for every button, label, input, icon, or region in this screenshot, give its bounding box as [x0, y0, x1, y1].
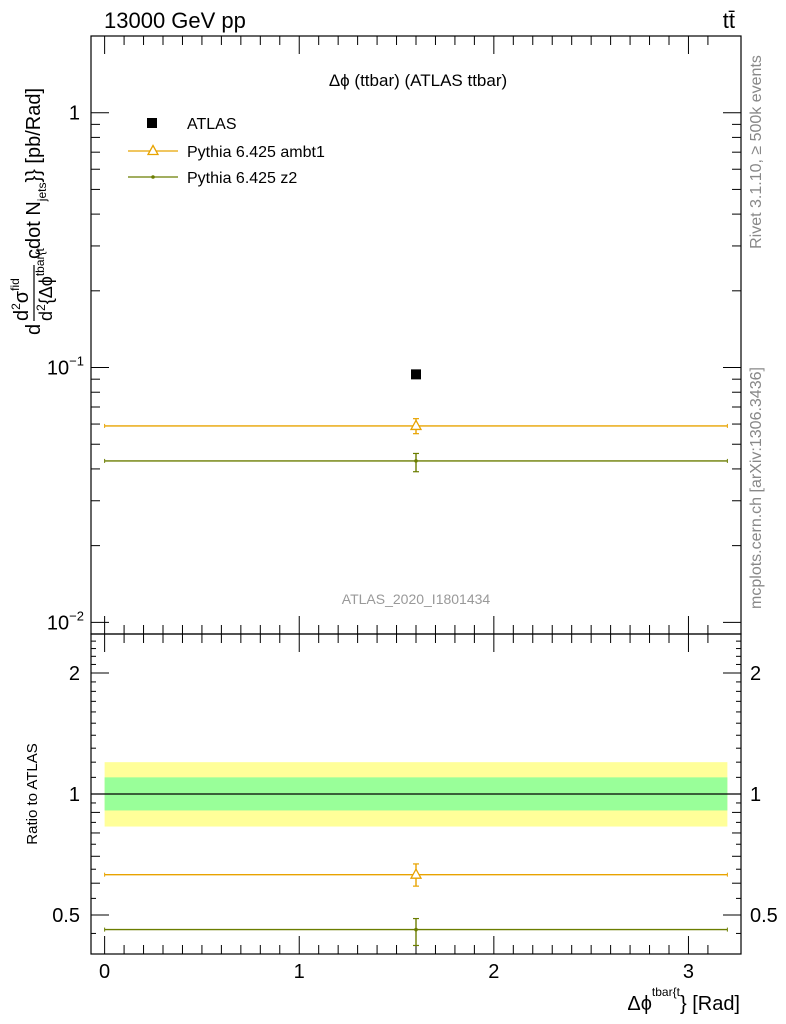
- ratio-y-tick-label-right: 0.5: [750, 905, 778, 927]
- legend-marker-z2: [151, 175, 155, 179]
- main-axis-ticks: 1 10−1 10−2: [47, 35, 741, 635]
- rivet-version-label: Rivet 3.1.10, ≥ 500k events: [748, 55, 765, 249]
- main-panel: 1 10−1 10−2 Δϕ (ttbar) (ATLAS ttbar) ATLAS…: [8, 35, 742, 635]
- xlabel-sup: tbar{t: [652, 985, 681, 999]
- ylabel-num-d: d: [11, 310, 33, 321]
- legend-label-z2: Pythia 6.425 z2: [187, 170, 297, 187]
- ratio-axis-ticks: 2 2 1 1 0.5 0.5 0 1 2 3: [52, 634, 778, 983]
- main-point-pythia-6-425-z2: [414, 459, 418, 463]
- main-y-tick-label: 10−1: [47, 354, 84, 380]
- ylabel-sigma-sup: fid: [8, 278, 22, 291]
- main-y-tick-label: 1: [69, 103, 80, 125]
- svg-text:cdot Njets}} [pb/Rad]: cdot Njets}} [pb/Rad]: [23, 88, 49, 259]
- ylabel-d: d: [23, 324, 45, 335]
- ratio-y-tick-label: 1: [69, 784, 80, 806]
- ratio-y-tick-label: 0.5: [52, 905, 80, 927]
- x-tick-label: 2: [488, 961, 499, 983]
- main-y-tick-label: 10−2: [47, 608, 84, 634]
- xlabel-main: Δϕ: [627, 993, 652, 1015]
- x-tick-label: 0: [99, 961, 110, 983]
- legend-label-atlas: ATLAS: [187, 116, 237, 133]
- svg-text:d: d: [23, 324, 45, 335]
- ratio-y-label: Ratio to ATLAS: [24, 743, 41, 844]
- x-tick-label: 3: [683, 961, 694, 983]
- analysis-label: ATLAS_2020_I1801434: [342, 591, 491, 607]
- process-label: tt̄: [723, 8, 735, 33]
- ylabel-sigma: σ: [11, 290, 33, 303]
- main-series: [104, 369, 728, 473]
- ratio-frame: [90, 633, 742, 955]
- ylabel-units: }} [pb/Rad]: [23, 88, 45, 183]
- ratio-point-pythia-6-425-z2: [414, 927, 418, 932]
- energy-label: 13000 GeV pp: [104, 8, 246, 33]
- main-title: Δϕ (ttbar) (ATLAS ttbar): [329, 71, 507, 90]
- legend-label-ambt1: Pythia 6.425 ambt1: [187, 144, 325, 161]
- legend-marker-ambt1: [146, 144, 160, 156]
- ratio-bands: [91, 762, 741, 827]
- ylabel-den-sup: 2: [34, 304, 48, 311]
- legend: ATLAS Pythia 6.425 ambt1 Pythia 6.425 z2: [128, 116, 325, 187]
- ylabel-den-rest: {Δϕ: [36, 276, 56, 304]
- x-axis-label: Δϕtbar{t} [Rad]: [627, 985, 740, 1015]
- source-label: mcplots.cern.ch [arXiv:1306.3436]: [748, 367, 765, 609]
- main-point-atlas: [411, 369, 421, 380]
- main-y-label: d d2σfid d2{Δϕtbar{t cdot Njets}} [pb/Ra…: [8, 88, 56, 335]
- legend-marker-atlas: [147, 118, 157, 128]
- svg-text:d2σfid: d2σfid: [8, 278, 33, 321]
- ylabel-den-d: d: [36, 311, 56, 321]
- main-point-pythia-6-425-ambt1: [409, 419, 423, 431]
- x-tick-label: 1: [294, 961, 305, 983]
- ylabel-num-sup: 2: [9, 303, 23, 310]
- ratio-y-tick-label: 2: [69, 663, 80, 685]
- ylabel-den-sup2: tbar{t: [33, 247, 47, 276]
- ratio-panel: 2 2 1 1 0.5 0.5 0 1 2 3 Ratio to ATLAS Δϕtbar{t} …: [24, 633, 778, 1015]
- svg-text:d2{Δϕtbar{t: d2{Δϕtbar{t: [33, 247, 56, 321]
- ratio-series: [104, 863, 728, 947]
- ylabel-rest-sub: jets: [35, 183, 49, 203]
- ratio-point-pythia-6-425-ambt1: [409, 867, 423, 879]
- ylabel-rest: cdot N: [23, 201, 45, 259]
- ratio-y-tick-label-right: 1: [750, 784, 761, 806]
- ratio-y-tick-label-right: 2: [750, 663, 761, 685]
- xlabel-rest: } [Rad]: [680, 993, 740, 1015]
